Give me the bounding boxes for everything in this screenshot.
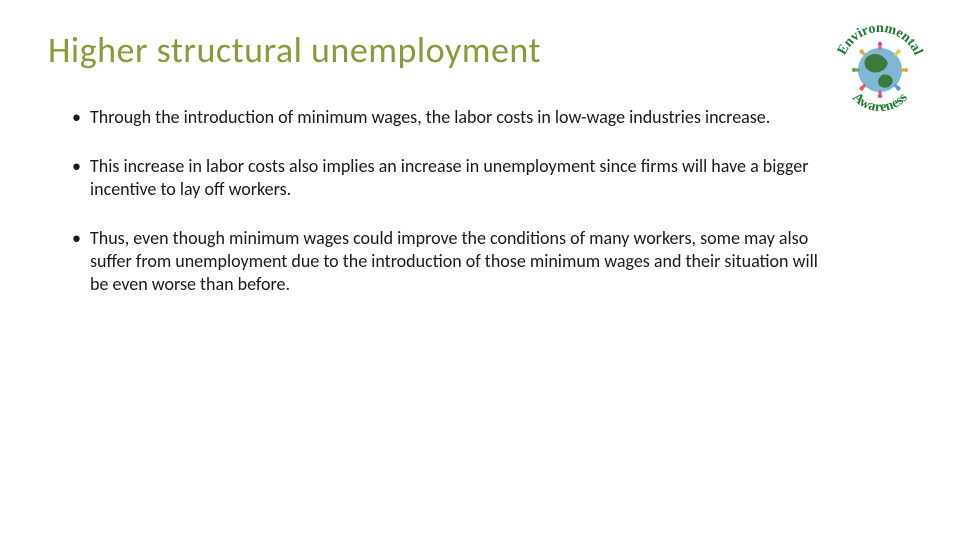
bullet-list: Through the introduction of minimum wage… [48, 106, 828, 296]
environmental-awareness-logo: Environmental Awareness [830, 20, 930, 120]
bullet-item: Thus, even though minimum wages could im… [48, 227, 828, 296]
logo-svg: Environmental Awareness [830, 20, 930, 120]
slide-title: Higher structural unemployment [48, 28, 912, 72]
slide-container: Higher structural unemployment Through t… [0, 0, 960, 540]
bullet-item: Through the introduction of minimum wage… [48, 106, 828, 129]
bullet-item: This increase in labor costs also implie… [48, 155, 828, 201]
